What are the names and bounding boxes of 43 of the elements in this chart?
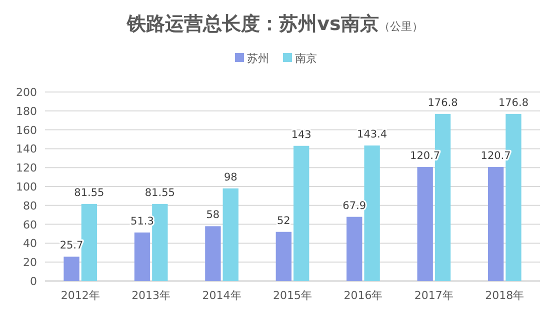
bar: [152, 204, 168, 281]
bar: [294, 146, 310, 281]
bar: [222, 188, 238, 281]
data-label: 98: [224, 171, 238, 184]
bar: [346, 216, 362, 281]
bar: [417, 166, 433, 281]
data-label: 52: [276, 214, 290, 227]
legend-label: 南京: [295, 52, 317, 65]
bar: [205, 226, 221, 281]
data-label: 58: [206, 209, 220, 222]
x-tick-label: 2017年: [414, 289, 454, 302]
bar: [364, 145, 380, 281]
data-label: 81.55: [144, 186, 175, 199]
y-tick-label: 100: [16, 180, 37, 194]
x-tick-label: 2014年: [202, 289, 242, 302]
bar: [488, 166, 504, 281]
y-tick-label: 20: [23, 256, 37, 270]
data-label: 176.8: [498, 96, 529, 109]
y-tick-label: 140: [16, 142, 37, 156]
y-tick-label: 80: [23, 199, 37, 212]
y-tick-label: 200: [16, 86, 37, 99]
y-tick-label: 60: [23, 218, 37, 232]
bar: [81, 204, 98, 281]
y-tick-label: 0: [30, 275, 37, 288]
x-tick-label: 2016年: [344, 289, 383, 302]
x-tick-label: 2015年: [273, 289, 312, 302]
x-tick-label: 2012年: [60, 289, 100, 302]
y-tick-label: 40: [23, 237, 37, 250]
legend-label: 苏州: [247, 52, 269, 65]
chart-title: 铁路运营总长度：苏州vs南京: [126, 13, 379, 35]
y-tick-label: 180: [16, 104, 37, 118]
y-tick-label: 120: [16, 162, 37, 175]
bar: [64, 256, 80, 281]
data-label: 143.4: [357, 128, 388, 140]
bar: [276, 232, 292, 281]
data-label: 81.55: [74, 186, 104, 199]
data-label: 176.8: [428, 96, 458, 109]
y-tick-label: 160: [16, 124, 37, 137]
x-tick-label: 2018年: [485, 289, 524, 302]
bar: [134, 232, 150, 281]
data-label: 143: [291, 128, 312, 141]
x-tick-label: 2013年: [132, 289, 171, 302]
chart-subtitle: （公里）: [378, 20, 423, 33]
